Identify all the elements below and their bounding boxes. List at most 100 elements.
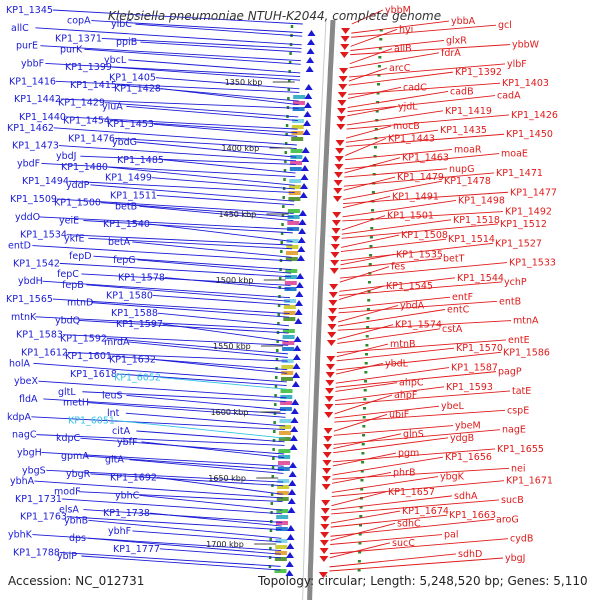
reverse-strand-cds [339,68,349,74]
forward-strand-cds [285,552,294,558]
forward-gene-label: yiuA [102,101,123,112]
gc-content-mark [362,416,366,419]
cog-category-block [280,401,293,405]
forward-strand-cds [288,480,297,486]
gc-content-mark [357,569,361,572]
gene-leader-line [348,67,388,82]
gene-leader-line [91,302,290,318]
forward-strand-cds [297,246,306,252]
reverse-strand-cds [325,372,335,378]
forward-gene-label: ybbF [21,58,44,69]
cog-category-block [276,515,289,519]
gene-leader-line [343,191,509,205]
reverse-strand-cds [328,308,338,314]
gene-leader-line [93,255,292,271]
ruler-label: 1450 kbp [219,210,257,219]
reverse-gene-label: ybeM [455,421,481,432]
cog-category-block [292,107,305,111]
forward-gene-label: KP1_1473 [12,141,59,152]
reverse-strand-cds [318,572,328,578]
forward-gene-label: KP1_1416 [9,76,56,87]
reverse-gene-label: KP1_1498 [458,195,505,206]
gene-leader-line [335,386,445,401]
ruler-label: 1350 kbp [225,78,263,87]
reverse-strand-cds [322,452,332,458]
reverse-gene-label: moaR [454,144,482,155]
gene-leader-line [153,123,298,137]
gene-leader-line [135,23,303,37]
gc-content-mark [359,506,363,509]
cog-category-block [276,497,289,501]
forward-strand-cds [304,84,313,90]
cog-category-block [292,119,305,123]
forward-strand-cds [301,147,310,153]
forward-gene-label: KP1_6052 [114,373,161,384]
reverse-gene-label: fdrA [441,48,461,59]
gc-content-mark [373,155,377,158]
reverse-gene-label: mocB [393,121,420,132]
gc-skew-mark [268,556,272,559]
gc-skew-mark [271,466,275,469]
genome-backbone [307,19,336,600]
forward-strand-cds [295,300,304,306]
cog-category-block [286,239,299,243]
gc-content-mark [369,254,373,257]
reverse-gene-label: KP1_1657 [388,487,435,498]
gc-skew-mark [272,439,276,442]
reverse-gene-label: KP1_1435 [440,125,487,136]
forward-gene-label: fepG [113,255,136,266]
cog-category-block [277,485,290,489]
reverse-gene-label: fes [391,262,405,273]
forward-gene-label: ybhB [64,515,88,526]
reverse-strand-cds [325,380,335,386]
gene-leader-line [116,84,299,102]
ruler-label: 1600 kbp [211,408,249,417]
reverse-gene-label: nupG [449,164,474,175]
gc-skew-mark [277,313,280,316]
gc-skew-mark [284,142,288,145]
forward-gene-label: KP1_1731 [15,494,62,505]
gene-leader-line [55,80,300,93]
gene-leader-line [67,352,288,362]
gene-leader-line [347,95,496,113]
gc-skew-mark [272,457,275,460]
reverse-gene-label: glxR [446,35,467,46]
gene-leader-line [350,28,398,47]
reverse-gene-label: sdhA [454,491,478,502]
gene-leader-line [86,284,290,302]
reverse-gene-label: ybeL [441,401,464,412]
forward-strand-cds [302,129,311,135]
reverse-gene-label: KP1_1574 [395,320,442,331]
gene-leader-line [337,324,394,340]
gene-leader-line [87,537,281,555]
gc-content-mark [367,281,371,284]
ruler-label: 1650 kbp [208,474,246,483]
reverse-gene-label: KP1_1535 [396,249,443,260]
reverse-strand-cds [321,500,331,506]
reverse-gene-label: KP1_1514 [448,234,495,245]
gene-leader-line [163,159,296,174]
gc-skew-mark [285,133,288,136]
gc-skew-mark [288,79,291,82]
ruler-label: 1550 kbp [213,342,251,351]
gene-leader-line [61,498,283,515]
cog-category-block [277,467,290,471]
forward-gene-label: KP1_1509 [10,194,57,205]
forward-gene-label: gpmA [61,451,89,462]
cog-category-block [286,245,299,249]
reverse-strand-cds [321,476,331,482]
forward-gene-label: ybiP [57,551,77,562]
forward-strand-cds [305,66,314,72]
gene-leader-line [341,223,499,239]
reverse-strand-cds [331,236,341,242]
reverse-strand-cds [325,388,335,394]
reverse-gene-label: entC [447,305,470,316]
cog-category-block [289,179,302,183]
gene-leader-line [334,409,506,423]
gc-content-mark [369,236,373,239]
gene-leader-line [331,495,453,511]
gene-leader-line [56,198,294,214]
gc-skew-mark [278,277,282,280]
forward-strand-cds [299,192,308,198]
gc-content-mark [364,380,368,383]
